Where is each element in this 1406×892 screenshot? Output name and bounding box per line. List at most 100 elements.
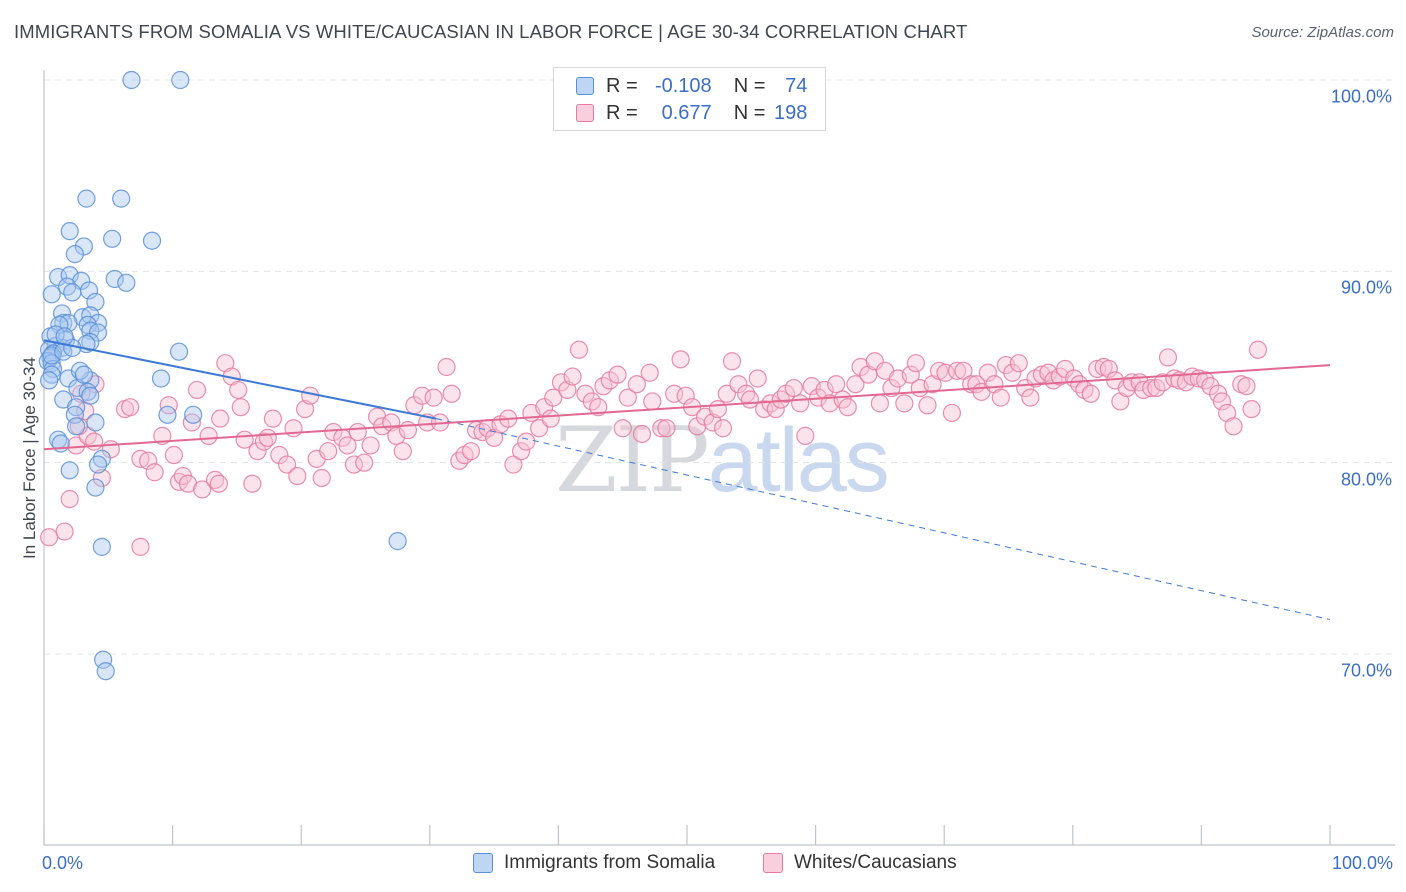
caucasian-point <box>929 361 949 380</box>
caucasian-point <box>231 398 250 417</box>
series-caucasian-points <box>40 340 1268 556</box>
somalia-point <box>142 231 162 250</box>
caucasian-point <box>288 466 307 486</box>
somalia-point <box>122 70 141 90</box>
chart-title: IMMIGRANTS FROM SOMALIA VS WHITE/CAUCASI… <box>14 21 968 42</box>
caucasian-point <box>92 468 111 488</box>
caucasian-point <box>145 463 164 482</box>
watermark-zip: ZIP <box>555 408 710 513</box>
somalia-point <box>60 461 79 480</box>
caucasian-point <box>229 380 248 400</box>
n-label: N = <box>733 74 766 97</box>
caucasian-point <box>338 436 357 455</box>
caucasian-point <box>512 442 531 461</box>
y-tick-label: 100.0% <box>1330 86 1392 107</box>
caucasian-point <box>258 428 277 447</box>
caucasian-point <box>393 442 412 461</box>
caucasian-point <box>424 388 443 407</box>
caucasian-point <box>657 419 676 438</box>
caucasian-point <box>954 361 973 380</box>
caucasian-point <box>1158 348 1178 367</box>
caucasian-point <box>60 489 79 509</box>
somalia-point <box>52 304 72 323</box>
somalia-point <box>65 405 84 424</box>
caucasian-point <box>761 394 780 413</box>
caucasian-point <box>541 409 560 428</box>
stats-legend-row-caucasian: R = 0.677 N = 198 <box>576 100 807 126</box>
caucasian-point <box>277 455 297 474</box>
caucasian-point <box>40 528 59 547</box>
somalia-point <box>63 283 82 302</box>
somalia-point <box>42 346 61 365</box>
caucasian-point <box>676 386 695 405</box>
legend-item-caucasian[interactable]: Whites/Caucasians <box>763 852 957 874</box>
caucasian-point <box>947 361 967 380</box>
caucasian-point <box>387 426 406 445</box>
somalia-point <box>65 245 84 264</box>
caucasian-point <box>270 445 289 465</box>
caucasian-point <box>784 378 803 398</box>
caucasian-point <box>665 384 684 403</box>
somalia-point <box>74 365 93 384</box>
caucasian-point <box>870 394 890 413</box>
caucasian-point <box>703 413 722 432</box>
somalia-point <box>86 292 105 312</box>
caucasian-point <box>1201 377 1220 396</box>
caucasian-point <box>182 413 201 432</box>
caucasian-point <box>159 396 178 415</box>
caucasian-point <box>85 432 104 451</box>
caucasian-point <box>713 419 733 438</box>
source-label: Source: ZipAtlas.com <box>1251 24 1394 41</box>
n-label: N = <box>733 101 766 124</box>
caucasian-point <box>139 451 158 470</box>
caucasian-point <box>164 445 183 465</box>
somalia-point <box>105 269 124 289</box>
somalia-point <box>169 342 189 361</box>
somalia-point <box>171 70 190 90</box>
somalia-point <box>81 386 100 405</box>
trend-line-caucasian <box>43 364 1331 451</box>
watermark: ZIPatlas <box>555 408 890 513</box>
legend-swatch-somalia <box>473 853 493 873</box>
caucasian-point <box>209 474 228 493</box>
n-value-somalia: 74 <box>785 74 808 97</box>
legend-swatch-somalia <box>576 77 594 95</box>
somalia-point <box>112 189 131 208</box>
caucasian-point <box>517 432 536 451</box>
caucasian-point <box>569 340 589 359</box>
somalia-point <box>67 398 86 417</box>
caucasian-point <box>1009 354 1028 373</box>
caucasian-point <box>55 522 74 541</box>
caucasian-point <box>640 363 659 382</box>
legend-swatch-caucasian <box>576 104 594 122</box>
somalia-point <box>388 532 407 551</box>
r-value-somalia: -0.108 <box>654 74 712 97</box>
caucasian-point <box>544 388 563 407</box>
caucasian-point <box>1081 384 1100 403</box>
caucasian-point <box>1224 417 1243 436</box>
x-tick-right: 100.0% <box>1331 853 1393 873</box>
n-value-caucasian: 198 <box>774 101 808 124</box>
stats-legend: R = -0.108 N = 74 R = 0.677 N = 198 <box>553 67 826 131</box>
somalia-point <box>86 478 105 497</box>
caucasian-point <box>1237 377 1256 396</box>
caucasian-point <box>613 419 632 438</box>
x-tick-left: 0.0% <box>42 853 84 873</box>
r-value-caucasian: 0.677 <box>661 101 712 124</box>
trend-line-somalia <box>43 339 437 420</box>
legend-item-somalia[interactable]: Immigrants from Somalia <box>473 852 715 874</box>
y-tick-label: 90.0% <box>1340 277 1392 298</box>
caucasian-point <box>187 380 207 400</box>
caucasian-point <box>1242 399 1261 419</box>
caucasian-point <box>121 398 140 417</box>
caucasian-point <box>978 363 998 382</box>
caucasian-point <box>632 424 652 444</box>
somalia-point <box>67 417 86 436</box>
r-label: R = <box>606 74 638 97</box>
legend-swatch-caucasian <box>763 853 783 873</box>
caucasian-point <box>882 378 901 398</box>
series-somalia-points <box>38 70 407 681</box>
caucasian-point <box>348 422 367 442</box>
r-label: R = <box>606 101 638 124</box>
caucasian-point <box>199 426 218 445</box>
